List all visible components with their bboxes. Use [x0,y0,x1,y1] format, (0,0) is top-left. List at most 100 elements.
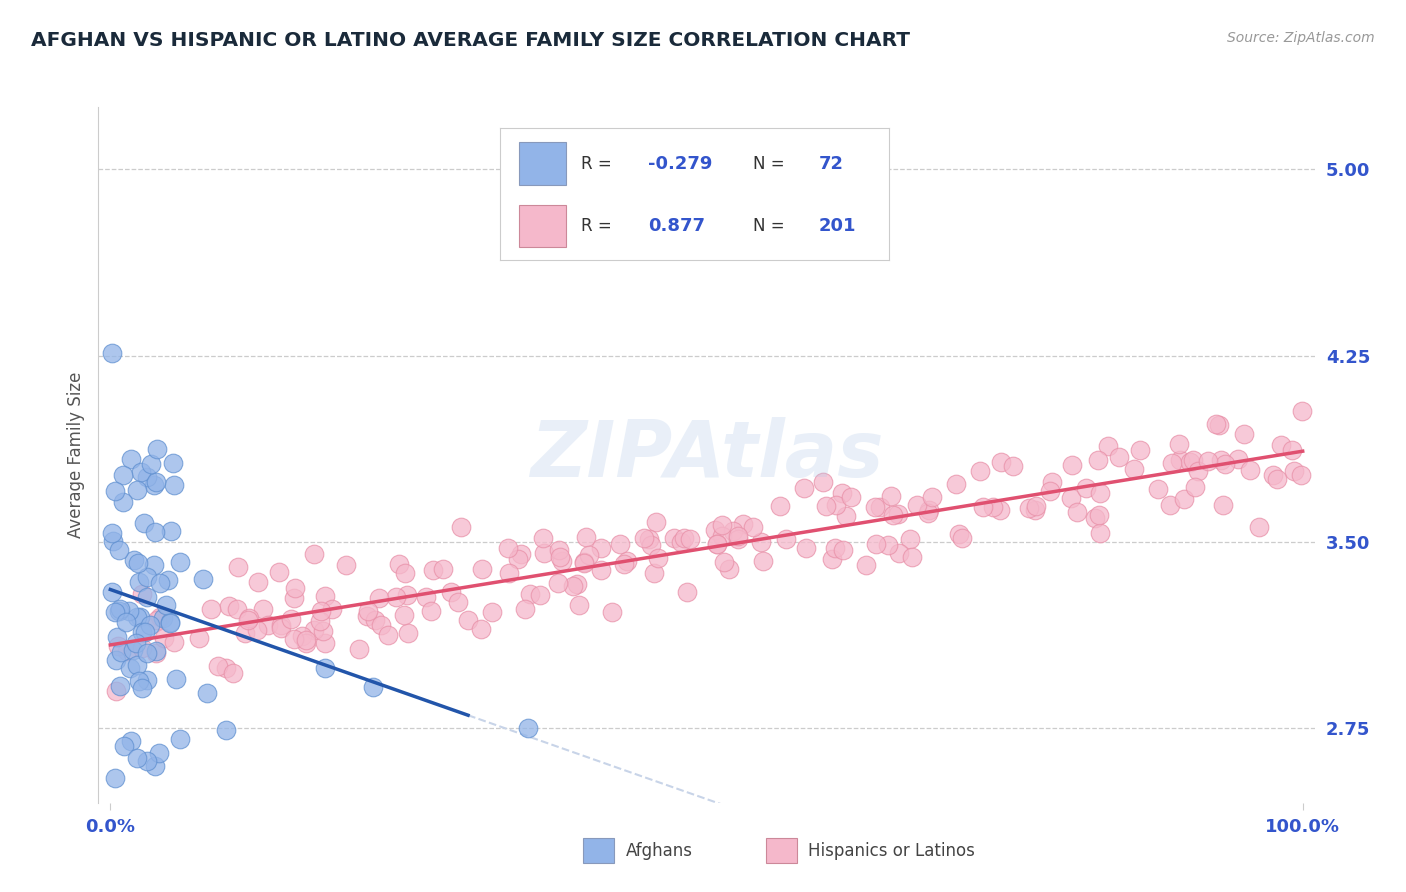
Point [1289,468,1312,483]
Point [222,666,245,681]
Point [572,555,595,569]
Point [207,659,229,673]
Point [775,533,797,547]
Point [304,547,326,561]
Point [749,535,772,549]
Point [988,503,1011,517]
Point [246,623,269,637]
Point [280,612,302,626]
Point [645,516,668,530]
Point [148,746,170,760]
Point [1168,437,1191,451]
Point [143,477,166,491]
Point [981,500,1004,515]
Point [309,614,332,628]
Point [163,634,186,648]
Point [134,624,156,639]
Point [529,588,551,602]
Point [1160,456,1182,470]
Point [309,604,332,618]
Point [104,771,127,785]
Point [547,543,569,558]
Point [533,546,555,560]
Point [498,566,520,580]
Point [143,758,166,772]
Point [1233,426,1256,441]
Point [283,632,305,646]
Point [377,628,399,642]
Point [814,500,837,514]
Point [531,531,554,545]
Point [616,554,638,568]
Point [120,661,142,675]
Point [547,576,569,591]
Point [127,556,149,570]
Point [1227,452,1250,467]
Point [136,470,159,484]
Point [136,570,159,584]
Point [1066,505,1088,519]
Point [104,484,127,499]
Point [710,517,733,532]
Point [905,499,928,513]
Point [1146,483,1168,497]
Point [481,605,503,619]
Point [834,509,856,524]
Point [508,551,530,566]
Point [195,686,218,700]
Point [302,623,325,637]
Point [513,602,536,616]
Point [711,528,734,542]
Point [108,602,131,616]
Point [135,673,157,687]
Point [1040,475,1063,490]
Point [238,611,260,625]
Point [1213,457,1236,471]
Point [370,618,392,632]
Point [226,601,249,615]
Point [917,506,939,520]
Point [100,346,122,360]
Point [110,645,132,659]
Point [105,630,128,644]
Point [159,615,181,630]
Point [865,537,887,551]
Point [108,604,131,618]
Point [165,673,187,687]
Point [568,598,591,612]
Point [948,527,970,541]
Point [187,632,209,646]
Text: Afghans: Afghans [626,842,693,860]
Point [1270,438,1292,452]
Point [128,674,150,689]
Point [131,681,153,695]
Point [169,555,191,569]
Point [643,566,665,580]
Point [193,572,215,586]
Point [396,626,419,640]
Point [887,546,910,560]
Point [1261,467,1284,482]
Point [796,541,818,555]
Point [519,587,541,601]
Point [1025,499,1047,513]
Point [347,641,370,656]
Point [821,552,844,566]
Point [718,562,741,576]
Point [600,605,623,619]
Point [335,558,357,573]
Point [516,721,538,735]
Point [149,575,172,590]
Point [314,590,336,604]
Point [131,640,153,655]
Point [727,532,749,546]
Point [447,595,470,609]
Point [1088,526,1111,541]
Point [793,482,815,496]
Point [1281,442,1303,457]
Point [1205,417,1227,431]
Point [1187,464,1209,478]
Point [1024,503,1046,517]
Point [252,602,274,616]
Point [269,566,291,580]
